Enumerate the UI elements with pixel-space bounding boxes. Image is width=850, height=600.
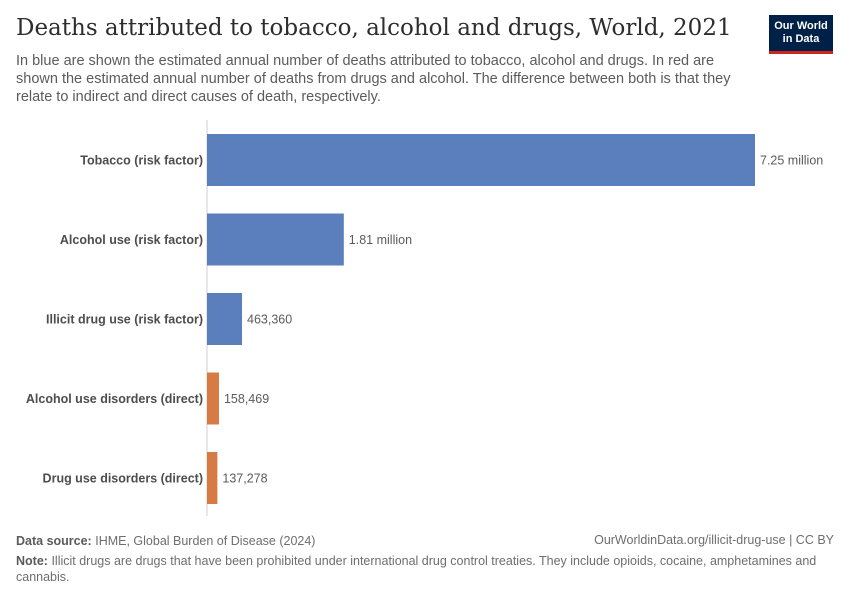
bar-1[interactable] bbox=[207, 213, 344, 266]
bar-3[interactable] bbox=[207, 372, 219, 425]
value-label-1: 1.81 million bbox=[349, 233, 412, 247]
category-label-3: Alcohol use disorders (direct) bbox=[26, 392, 203, 406]
bar-0[interactable] bbox=[207, 134, 755, 186]
category-label-0: Tobacco (risk factor) bbox=[80, 154, 203, 168]
category-label-4: Drug use disorders (direct) bbox=[43, 472, 203, 486]
bar-chart: Tobacco (risk factor) 7.25 million Alcohol… bbox=[26, 120, 823, 516]
chart-subtitle: In blue are shown the estimated annual n… bbox=[16, 53, 731, 105]
data-source-label: Data source: bbox=[16, 534, 92, 548]
chart-title: Deaths attributed to tobacco, alcohol an… bbox=[16, 15, 732, 41]
note-text: Illicit drugs are drugs that have been p… bbox=[16, 554, 817, 584]
value-label-2: 463,360 bbox=[247, 313, 292, 327]
chart-note: Note: Illicit drugs are drugs that have … bbox=[16, 553, 826, 585]
category-label-1: Alcohol use (risk factor) bbox=[60, 233, 203, 247]
owid-logo[interactable]: Our World in Data bbox=[769, 15, 833, 54]
value-label-0: 7.25 million bbox=[760, 154, 823, 168]
logo-line-2: in Data bbox=[782, 33, 820, 45]
bar-2[interactable] bbox=[207, 293, 243, 345]
value-label-4: 137,278 bbox=[222, 472, 267, 486]
logo-line-1: Our World bbox=[774, 20, 828, 32]
data-source: Data source: IHME, Global Burden of Dise… bbox=[16, 533, 315, 549]
note-label: Note: bbox=[16, 554, 48, 568]
data-source-text[interactable]: IHME, Global Burden of Disease (2024) bbox=[95, 534, 316, 548]
bar-4[interactable] bbox=[207, 452, 218, 504]
chart-link[interactable]: OurWorldinData.org/illicit-drug-use | CC… bbox=[594, 533, 834, 547]
value-label-3: 158,469 bbox=[224, 392, 269, 406]
category-label-2: Illicit drug use (risk factor) bbox=[46, 313, 203, 327]
